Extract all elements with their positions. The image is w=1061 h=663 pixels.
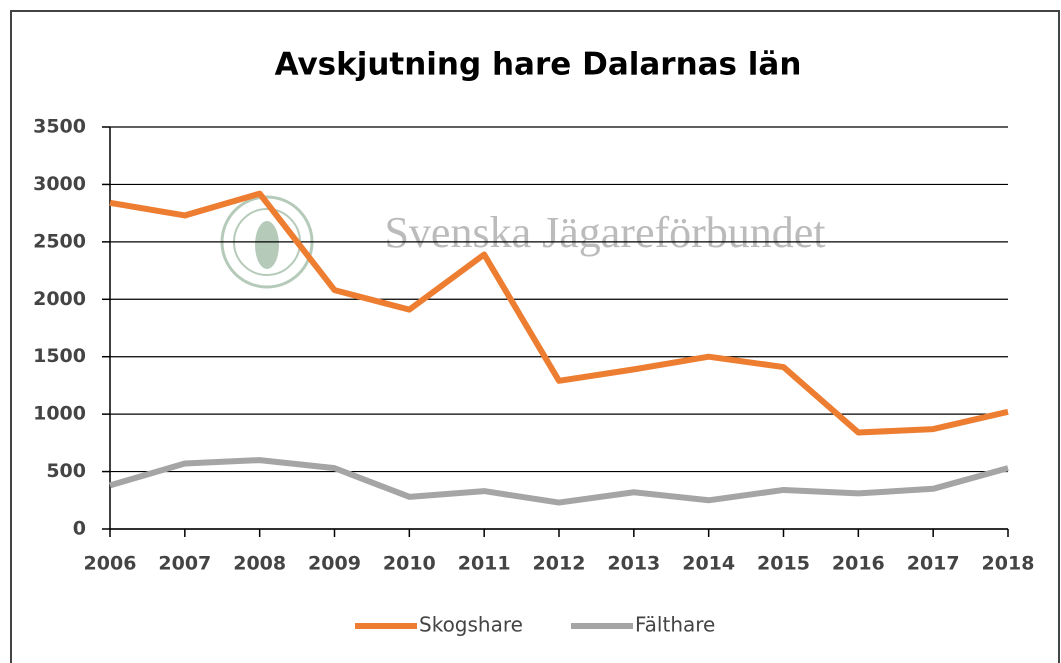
legend-label: Skogshare: [419, 613, 523, 637]
x-tick-label: 2018: [982, 553, 1035, 575]
y-tick-label: 2500: [33, 230, 86, 252]
y-tick-label: 3000: [33, 173, 86, 195]
x-tick-label: 2006: [84, 553, 137, 575]
x-tick-label: 2008: [233, 553, 286, 575]
x-tick-label: 2009: [308, 553, 361, 575]
y-tick-label: 3500: [33, 116, 86, 138]
y-tick-label: 0: [73, 518, 86, 540]
x-tick-label: 2015: [757, 553, 810, 575]
series-line: [109, 190, 1009, 436]
y-tick-label: 500: [46, 460, 86, 482]
x-tick-label: 2014: [682, 553, 735, 575]
x-tick-label: 2016: [832, 553, 885, 575]
x-tick-label: 2017: [907, 553, 960, 575]
x-tick-label: 2007: [158, 553, 211, 575]
legend-label: Fälthare: [635, 613, 715, 637]
series-line: [109, 457, 1009, 506]
y-tick-label: 1000: [33, 403, 86, 425]
x-tick-label: 2010: [383, 553, 436, 575]
x-tick-label: 2011: [458, 553, 511, 575]
y-tick-label: 2000: [33, 288, 86, 310]
y-tick-label: 1500: [33, 345, 86, 367]
x-tick-label: 2013: [607, 553, 660, 575]
watermark-text: Svenska Jägareförbundet: [384, 208, 825, 257]
x-tick-label: 2012: [533, 553, 586, 575]
chart-title: Avskjutning hare Dalarnas län: [275, 47, 802, 83]
